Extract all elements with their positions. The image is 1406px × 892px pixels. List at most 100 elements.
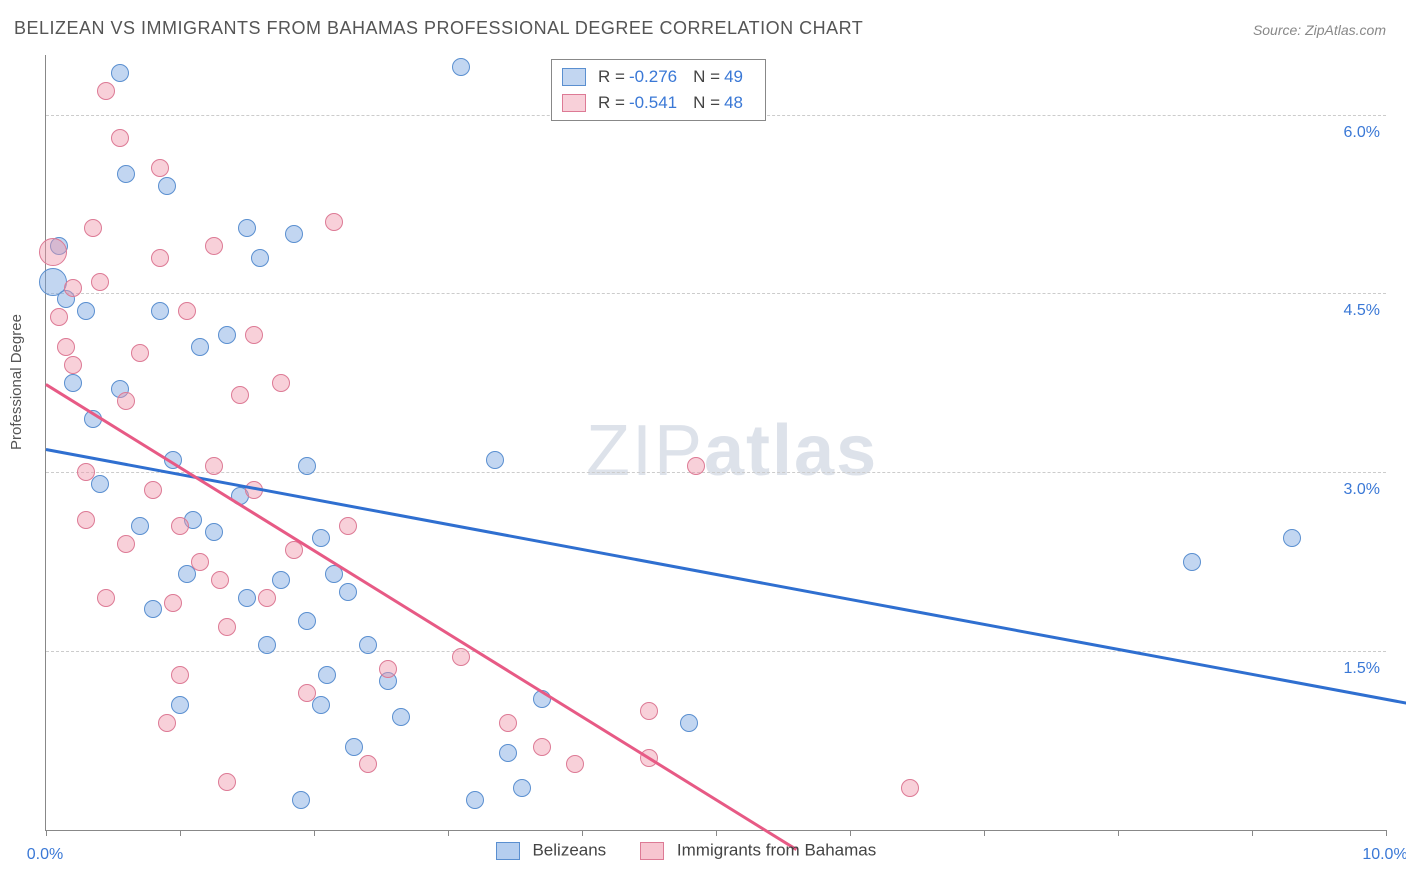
scatter-point [64,356,82,374]
scatter-point [680,714,698,732]
stat-r-value: -0.276 [629,67,677,87]
y-tick-label: 4.5% [1344,302,1380,320]
scatter-point [178,302,196,320]
scatter-point [901,779,919,797]
stat-label: N = [693,67,720,87]
x-tick [1118,830,1119,836]
x-tick [582,830,583,836]
scatter-point [77,302,95,320]
x-tick [180,830,181,836]
scatter-point [191,553,209,571]
scatter-point [1183,553,1201,571]
scatter-plot-area: ZIPatlas 1.5%3.0%4.5%6.0%R =-0.276N =49R… [45,55,1386,831]
scatter-point [117,392,135,410]
scatter-point [298,612,316,630]
scatter-point [339,583,357,601]
scatter-point [144,481,162,499]
scatter-point [251,249,269,267]
chart-title: BELIZEAN VS IMMIGRANTS FROM BAHAMAS PROF… [14,18,863,39]
scatter-point [272,374,290,392]
legend-swatch [496,842,520,860]
scatter-point [298,457,316,475]
scatter-point [131,517,149,535]
scatter-point [117,535,135,553]
scatter-point [151,302,169,320]
y-axis-label: Professional Degree [8,314,25,450]
scatter-point [359,636,377,654]
scatter-point [513,779,531,797]
y-tick-label: 6.0% [1344,124,1380,142]
scatter-point [97,589,115,607]
gridline [46,293,1386,294]
scatter-point [84,219,102,237]
scatter-point [144,600,162,618]
scatter-point [117,165,135,183]
scatter-point [312,696,330,714]
scatter-point [499,714,517,732]
scatter-point [111,129,129,147]
stats-legend-row: R =-0.541 N =48 [562,90,755,116]
source-attribution: Source: ZipAtlas.com [1253,22,1386,38]
scatter-point [392,708,410,726]
scatter-point [191,338,209,356]
legend-swatch [640,842,664,860]
scatter-point [318,666,336,684]
x-tick [1252,830,1253,836]
scatter-point [211,571,229,589]
scatter-point [77,511,95,529]
x-tick [314,830,315,836]
scatter-point [258,636,276,654]
scatter-point [533,738,551,756]
scatter-point [218,326,236,344]
scatter-point [359,755,377,773]
x-tick [1386,830,1387,836]
scatter-point [205,523,223,541]
scatter-point [640,702,658,720]
scatter-point [687,457,705,475]
scatter-point [312,529,330,547]
y-tick-label: 1.5% [1344,660,1380,678]
scatter-point [171,517,189,535]
scatter-point [566,755,584,773]
gridline [46,651,1386,652]
scatter-point [325,213,343,231]
scatter-point [64,374,82,392]
scatter-point [345,738,363,756]
scatter-point [91,475,109,493]
scatter-point [151,249,169,267]
scatter-point [205,237,223,255]
x-tick [716,830,717,836]
stat-r-value: -0.541 [629,93,677,113]
scatter-point [205,457,223,475]
scatter-point [91,273,109,291]
scatter-point [486,451,504,469]
scatter-point [258,589,276,607]
scatter-point [292,791,310,809]
scatter-point [238,219,256,237]
stat-n-value: 49 [724,67,743,87]
stat-n-value: 48 [724,93,743,113]
x-tick [46,830,47,836]
scatter-point [158,714,176,732]
scatter-point [218,618,236,636]
scatter-point [97,82,115,100]
scatter-point [452,58,470,76]
scatter-point [77,463,95,481]
stat-label: R = [598,93,625,113]
scatter-point [231,386,249,404]
watermark-bold: atlas [704,411,878,491]
stat-label: N = [693,93,720,113]
x-tick [448,830,449,836]
series-legend: Belizeans Immigrants from Bahamas [0,840,1406,861]
scatter-point [285,225,303,243]
watermark-thin: ZIP [586,411,704,491]
scatter-point [379,660,397,678]
stats-legend-row: R =-0.276N =49 [562,64,755,90]
scatter-point [50,308,68,326]
scatter-point [339,517,357,535]
scatter-point [452,648,470,666]
scatter-point [64,279,82,297]
x-tick [984,830,985,836]
scatter-point [272,571,290,589]
scatter-point [245,326,263,344]
